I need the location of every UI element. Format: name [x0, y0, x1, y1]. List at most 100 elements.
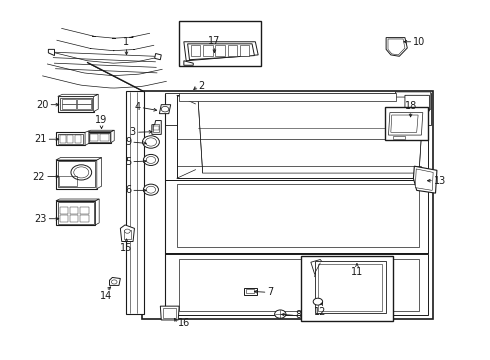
Polygon shape	[97, 158, 101, 189]
Polygon shape	[159, 105, 171, 114]
Polygon shape	[94, 94, 98, 112]
Polygon shape	[188, 44, 254, 60]
Text: 5: 5	[125, 157, 131, 167]
Polygon shape	[179, 259, 419, 311]
Bar	[74, 135, 81, 143]
Bar	[60, 207, 68, 213]
Polygon shape	[416, 169, 433, 190]
Polygon shape	[414, 166, 437, 193]
Circle shape	[74, 167, 89, 178]
Polygon shape	[389, 113, 423, 135]
Bar	[80, 207, 89, 213]
Polygon shape	[87, 130, 114, 132]
Text: 22: 22	[32, 172, 45, 181]
Circle shape	[143, 136, 159, 148]
Text: 8: 8	[296, 310, 302, 320]
Circle shape	[144, 154, 158, 166]
Polygon shape	[58, 94, 98, 96]
Polygon shape	[216, 45, 225, 56]
Polygon shape	[165, 93, 431, 125]
Text: 12: 12	[314, 307, 326, 317]
Bar	[60, 135, 66, 143]
Polygon shape	[62, 104, 75, 109]
Circle shape	[161, 107, 169, 112]
Circle shape	[145, 138, 157, 146]
Bar	[67, 135, 74, 143]
Polygon shape	[111, 130, 114, 143]
Bar	[385, 107, 427, 140]
Text: 14: 14	[100, 291, 112, 301]
Polygon shape	[318, 264, 382, 311]
Text: 6: 6	[125, 185, 131, 195]
Polygon shape	[395, 92, 431, 118]
Polygon shape	[184, 42, 258, 61]
Polygon shape	[49, 49, 54, 55]
Circle shape	[146, 186, 156, 193]
Bar	[246, 289, 254, 293]
Bar	[70, 215, 78, 222]
Polygon shape	[165, 254, 427, 315]
Polygon shape	[56, 132, 85, 145]
Polygon shape	[126, 91, 144, 314]
Polygon shape	[96, 199, 99, 225]
Text: 7: 7	[268, 287, 274, 297]
Polygon shape	[388, 39, 405, 55]
Bar	[163, 308, 176, 318]
Polygon shape	[244, 288, 257, 295]
Text: 1: 1	[123, 37, 129, 47]
Text: 10: 10	[414, 37, 426, 47]
Polygon shape	[311, 260, 325, 274]
Polygon shape	[155, 54, 161, 60]
Bar	[153, 126, 159, 130]
Polygon shape	[391, 115, 418, 132]
Polygon shape	[227, 45, 237, 56]
Circle shape	[71, 165, 92, 180]
Polygon shape	[160, 306, 179, 320]
Polygon shape	[62, 99, 75, 104]
Circle shape	[313, 298, 322, 305]
Bar	[59, 176, 76, 185]
Polygon shape	[405, 95, 429, 118]
Polygon shape	[393, 136, 405, 139]
Polygon shape	[165, 180, 427, 253]
Circle shape	[146, 157, 156, 163]
Polygon shape	[184, 61, 193, 65]
Polygon shape	[240, 45, 249, 56]
Polygon shape	[177, 184, 419, 247]
Text: 15: 15	[120, 243, 133, 253]
Bar	[70, 207, 78, 213]
Text: 18: 18	[404, 101, 416, 111]
Bar	[301, 256, 393, 321]
Bar	[153, 124, 159, 132]
Polygon shape	[121, 225, 134, 242]
Ellipse shape	[146, 137, 156, 139]
Text: 23: 23	[34, 214, 47, 224]
Polygon shape	[76, 99, 91, 104]
Circle shape	[274, 310, 286, 318]
Polygon shape	[179, 93, 395, 100]
Polygon shape	[56, 158, 101, 160]
Circle shape	[144, 184, 158, 195]
Polygon shape	[89, 132, 110, 141]
Text: 11: 11	[351, 267, 363, 277]
Bar	[90, 134, 98, 141]
Polygon shape	[386, 37, 407, 56]
Text: 2: 2	[198, 81, 204, 91]
Bar	[123, 230, 131, 239]
Text: 13: 13	[434, 176, 446, 186]
Bar	[179, 21, 262, 66]
Polygon shape	[191, 45, 200, 56]
Polygon shape	[56, 199, 99, 201]
Text: 21: 21	[34, 134, 47, 144]
Text: 16: 16	[178, 319, 191, 328]
Polygon shape	[315, 261, 386, 313]
Polygon shape	[152, 121, 161, 134]
Polygon shape	[198, 97, 424, 173]
Bar	[100, 134, 109, 141]
Polygon shape	[110, 278, 121, 285]
Text: 17: 17	[208, 36, 220, 46]
Polygon shape	[58, 161, 95, 187]
Polygon shape	[76, 104, 91, 109]
Text: 20: 20	[36, 100, 49, 110]
Polygon shape	[58, 134, 83, 144]
